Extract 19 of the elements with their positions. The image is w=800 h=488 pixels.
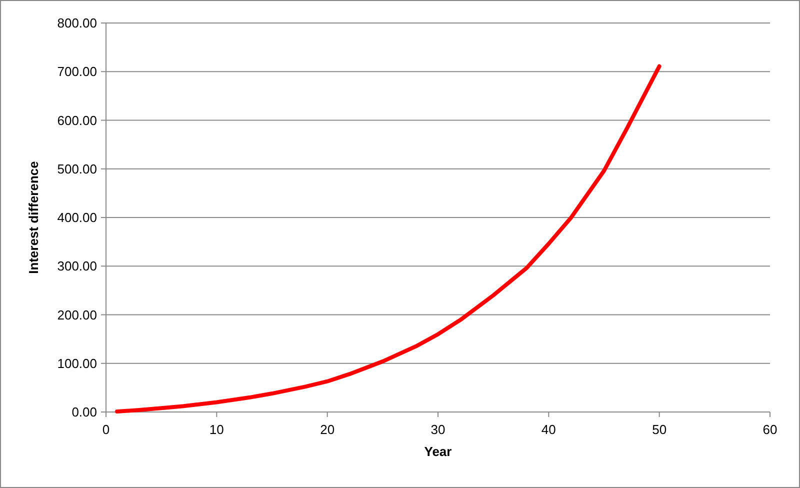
x-axis-title: Year <box>424 444 452 459</box>
x-tick-label: 20 <box>320 422 335 437</box>
y-tick-label: 0.00 <box>72 404 97 420</box>
y-tick-label: 500.00 <box>57 161 97 176</box>
x-tick-label: 60 <box>762 422 778 437</box>
x-tick-label: 30 <box>430 422 446 437</box>
y-tick-label: 200.00 <box>57 307 97 322</box>
y-tick-label: 800.00 <box>57 16 97 31</box>
line-series <box>115 64 662 414</box>
y-tick-label: 600.00 <box>57 112 97 128</box>
x-tick-label: 40 <box>541 422 556 437</box>
y-tick-label: 400.00 <box>57 210 97 226</box>
y-tick-label: 100.00 <box>57 356 97 371</box>
x-tick-label: 50 <box>652 422 667 437</box>
y-tick-label: 700.00 <box>57 64 97 80</box>
x-tick-label: 0 <box>102 422 110 437</box>
y-axis-title: Interest difference <box>26 161 41 274</box>
x-tick-label: 10 <box>209 422 224 437</box>
y-tick-label: 300.00 <box>57 258 97 274</box>
